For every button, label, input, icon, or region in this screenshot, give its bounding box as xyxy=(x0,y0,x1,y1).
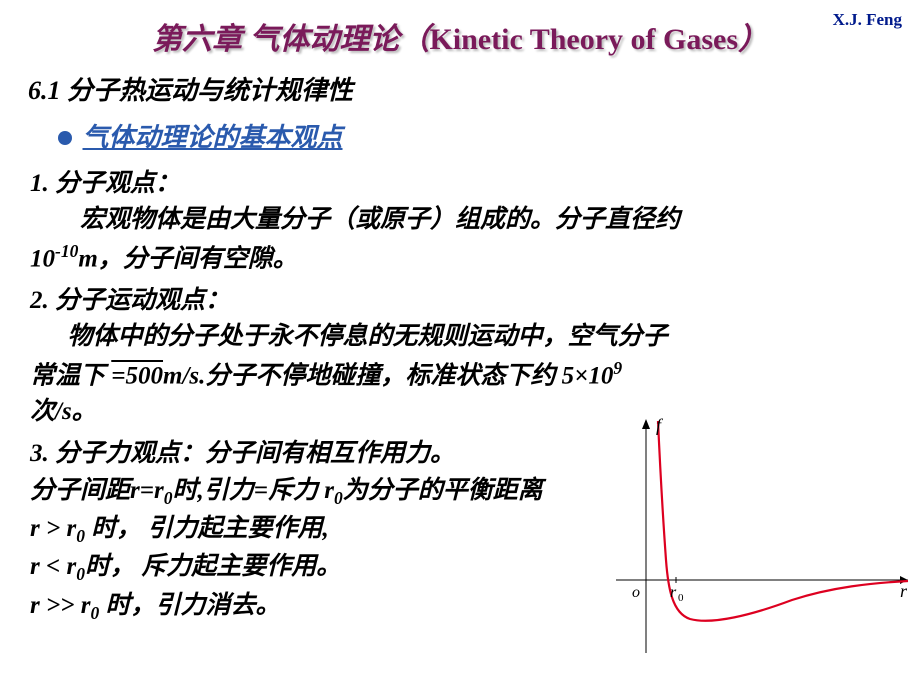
p3-line-a: 分子间距r=r0时,引力=斥力 r0为分子的平衡距离 xyxy=(30,473,620,511)
p3a3s: 0 xyxy=(334,488,343,508)
r0-sub-label: 0 xyxy=(678,592,684,604)
p3a3r: r xyxy=(324,477,334,504)
p3b1s: 0 xyxy=(76,526,85,546)
point1-head: 1. 分子观点： xyxy=(30,166,900,202)
p3c2: 时， 斥力起主要作用。 xyxy=(85,553,341,580)
p1a: 宏观物体是由大量分子（或原子）组成的。分子直径约 xyxy=(80,206,680,233)
p3a3: 时,引力=斥力 xyxy=(172,477,324,504)
p2c: 次/s。 xyxy=(30,398,97,425)
p2b-ms: m/s. xyxy=(163,362,205,389)
chapter-title: 第六章 气体动理论（Kinetic Theory of Gases） xyxy=(0,0,920,58)
paren-left: （ xyxy=(399,23,429,56)
y-axis-arrow xyxy=(642,419,650,429)
bullet-text: 气体动理论的基本观点 xyxy=(83,123,343,152)
p3d1s: 0 xyxy=(90,603,99,623)
p1c-m: m xyxy=(78,245,97,272)
p3c1: r < r xyxy=(30,553,76,580)
point2-head: 2. 分子运动观点： xyxy=(30,283,900,319)
p3-line-c: r < r0时， 斥力起主要作用。 xyxy=(30,549,620,587)
p2b-5: 5×10 xyxy=(562,362,614,389)
origin-label: o xyxy=(632,584,640,601)
point3: 3. 分子力观点：分子间有相互作用力。 分子间距r=r0时,引力=斥力 r0为分… xyxy=(30,436,620,626)
section-heading: 6.1 分子热运动与统计规律性 xyxy=(28,70,920,107)
p3a1: 分子间距 xyxy=(30,477,130,504)
p3a4: 为分子的平衡距离 xyxy=(343,477,543,504)
p3c1s: 0 xyxy=(76,564,85,584)
title-en: Kinetic Theory of Gases xyxy=(429,23,738,56)
p3-line-b: r > r0 时， 引力起主要作用, xyxy=(30,511,620,549)
p1b: 10 xyxy=(30,245,55,272)
author-label: X.J. Feng xyxy=(833,10,902,30)
p3a2: r=r xyxy=(130,477,164,504)
point2-body: 物体中的分子处于永不停息的无规则运动中，空气分子 常温下 =500m/s.分子不… xyxy=(30,319,900,430)
x-axis-label: r xyxy=(900,581,908,601)
title-cn: 第六章 气体动理论 xyxy=(152,23,400,56)
point1-body: 宏观物体是由大量分子（或原子）组成的。分子直径约 10-10m，分子间有空隙。 xyxy=(30,202,900,277)
bullet-icon xyxy=(58,131,72,145)
p2bsup: 9 xyxy=(613,358,622,378)
force-curve-chart: f r o r 0 xyxy=(612,415,912,660)
p3b2: 时， 引力起主要作用, xyxy=(85,515,329,542)
point3-head: 3. 分子力观点：分子间有相互作用力。 xyxy=(30,436,620,472)
p3-line-d: r >> r0 时，引力消去。 xyxy=(30,588,620,626)
bullet-heading: 气体动理论的基本观点 xyxy=(58,117,920,154)
force-curve xyxy=(658,421,908,621)
p2b-rest: 分子不停地碰撞，标准状态下约 xyxy=(205,362,561,389)
p2b-prefix: 常温下 xyxy=(30,362,111,389)
p2b-v: =500 xyxy=(111,362,163,389)
p3d1: r >> r xyxy=(30,592,90,619)
p2a: 物体中的分子处于永不停息的无规则运动中，空气分子 xyxy=(68,323,668,350)
p1c: ，分子间有空隙。 xyxy=(98,245,298,272)
r0-label: r xyxy=(670,584,677,601)
p3d2: 时，引力消去。 xyxy=(99,592,280,619)
y-axis-label: f xyxy=(656,415,664,435)
p1bsup: -10 xyxy=(55,241,78,261)
p3b1: r > r xyxy=(30,515,76,542)
paren-right: ） xyxy=(738,23,768,56)
